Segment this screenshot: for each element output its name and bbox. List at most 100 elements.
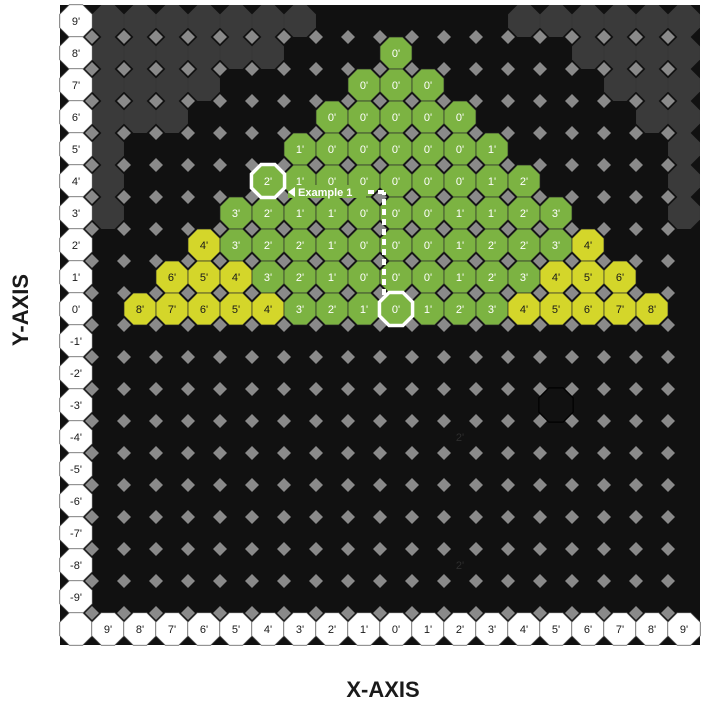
dark-region-cell <box>636 101 668 133</box>
grid-diamond <box>437 510 451 524</box>
grid-diamond <box>533 126 547 140</box>
grid-diamond <box>405 350 419 364</box>
grid-diamond <box>373 382 387 396</box>
x-tick-label: 6' <box>571 612 605 646</box>
cell-value-label: 0' <box>392 80 400 92</box>
grid-diamond <box>373 542 387 556</box>
grid-cell-green: 2' <box>283 228 317 262</box>
cell-value-label: 0' <box>392 176 400 188</box>
svg-text:2': 2' <box>72 240 80 252</box>
grid-diamond <box>245 318 259 332</box>
cell-value-label: 8' <box>648 304 656 316</box>
grid-diamond <box>661 350 675 364</box>
grid-diamond <box>309 574 323 588</box>
grid-diamond <box>629 158 643 172</box>
grid-diamond <box>213 222 227 236</box>
grid-diamond <box>245 478 259 492</box>
grid-diamond <box>117 414 131 428</box>
grid-diamond <box>469 158 483 172</box>
cell-value-label: 0' <box>424 176 432 188</box>
cell-value-label: 0' <box>456 144 464 156</box>
x-tick-label: 3' <box>283 612 317 646</box>
grid-diamond <box>533 606 547 620</box>
dark-region-cell <box>156 5 188 37</box>
dark-region-cell <box>124 5 156 37</box>
grid-diamond <box>469 382 483 396</box>
grid-diamond <box>149 446 163 460</box>
grid-diamond <box>565 542 579 556</box>
grid-diamond <box>309 446 323 460</box>
grid-cell-green: 0' <box>347 228 381 262</box>
grid-diamond <box>181 254 195 268</box>
grid-diamond <box>149 510 163 524</box>
grid-diamond <box>245 542 259 556</box>
grid-cell-yellow: 4' <box>187 228 221 262</box>
grid-diamond <box>629 254 643 268</box>
grid-cell-yellow: 6' <box>571 292 605 326</box>
dark-region-cell <box>540 5 572 37</box>
grid-cell-green: 0' <box>411 196 445 230</box>
grid-cell-yellow: 7' <box>155 292 189 326</box>
dark-region-cell <box>92 101 124 133</box>
svg-text:6': 6' <box>200 624 208 636</box>
dark-region-cell <box>636 5 668 37</box>
example-label-plate <box>288 185 366 198</box>
grid-diamond <box>565 94 579 108</box>
grid-diamond <box>309 318 323 332</box>
grid-diamond <box>405 30 419 44</box>
grid-diamond <box>405 254 419 268</box>
dark-region-cell <box>220 5 252 37</box>
cell-value-label: 2' <box>328 304 336 316</box>
grid-cell-green: 0' <box>379 100 413 134</box>
grid-diamond <box>277 382 291 396</box>
grid-diamond <box>277 30 291 44</box>
x-axis-title: X-AXIS <box>346 677 419 702</box>
grid-cell-yellow: 5' <box>219 292 253 326</box>
grid-diamond <box>533 30 547 44</box>
cell-value-label: 0' <box>360 208 368 220</box>
cell-value-label: 2' <box>488 240 496 252</box>
grid-diamond <box>437 446 451 460</box>
grid-diamond <box>181 222 195 236</box>
y-tick-label: 6' <box>59 100 93 134</box>
grid-cell-green: 1' <box>315 228 349 262</box>
grid-diamond <box>245 446 259 460</box>
grid-diamond <box>565 62 579 76</box>
grid-diamond <box>181 382 195 396</box>
grid-cell-green: 0' <box>411 164 445 198</box>
cell-value-label: 0' <box>424 112 432 124</box>
grid-diamond <box>373 574 387 588</box>
grid-diamond <box>405 94 419 108</box>
cell-value-label: 8' <box>136 304 144 316</box>
grid-diamond <box>277 414 291 428</box>
y-tick-label: 1' <box>59 260 93 294</box>
grid-diamond <box>341 30 355 44</box>
grid-diamond <box>181 126 195 140</box>
dark-region-cell <box>668 133 700 165</box>
grid-diamond <box>629 606 643 620</box>
cell-value-label: 1' <box>456 272 464 284</box>
outlined-empty-cell <box>538 387 574 423</box>
svg-text:0': 0' <box>72 304 80 316</box>
grid-diamond <box>533 158 547 172</box>
grid-diamond <box>149 286 163 300</box>
svg-text:7': 7' <box>616 624 624 636</box>
cell-value-label: 3' <box>296 304 304 316</box>
grid-diamond <box>405 510 419 524</box>
grid-diamond <box>309 606 323 620</box>
grid-diamond <box>501 126 515 140</box>
x-tick-label: 6' <box>187 612 221 646</box>
grid-diamond <box>437 414 451 428</box>
grid-diamond <box>373 158 387 172</box>
cell-value-label: 0' <box>392 304 400 316</box>
svg-text:5': 5' <box>552 624 560 636</box>
dark-region-cell <box>188 37 220 69</box>
y-tick-label: -4' <box>59 420 93 454</box>
x-tick-label: 4' <box>507 612 541 646</box>
cell-value-label: 0' <box>392 240 400 252</box>
grid-diamond <box>181 62 195 76</box>
grid-diamond <box>213 30 227 44</box>
grid-diamond <box>501 478 515 492</box>
grid-cell-green: 3' <box>219 228 253 262</box>
grid-cell-green: 3' <box>475 292 509 326</box>
